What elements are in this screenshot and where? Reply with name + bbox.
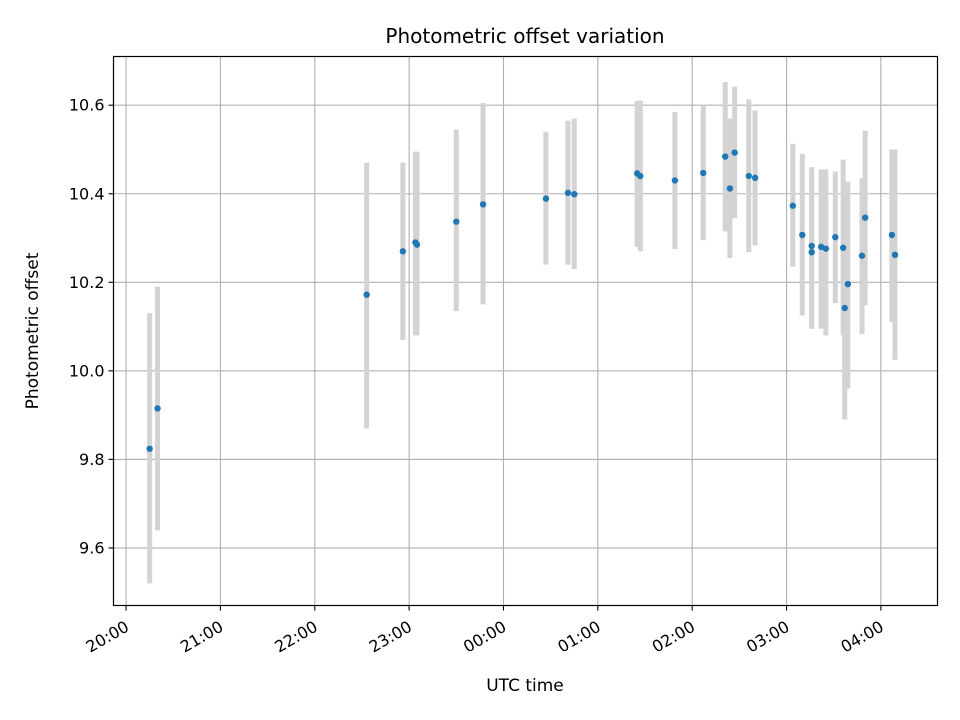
data-point bbox=[363, 291, 370, 298]
error-bars bbox=[147, 82, 898, 584]
data-point bbox=[861, 214, 869, 221]
y-tick-label: 10.4 bbox=[69, 184, 105, 203]
data-point bbox=[571, 190, 578, 198]
data-point bbox=[841, 304, 848, 312]
grid bbox=[113, 56, 938, 606]
data-point bbox=[722, 153, 729, 160]
y-tick-label: 10.0 bbox=[69, 361, 105, 380]
x-tick-label: 00:00 bbox=[460, 617, 509, 657]
data-point bbox=[453, 218, 460, 225]
y-ticks: 9.6 9.8 10.0 10.2 10.4 10.6 bbox=[69, 96, 114, 557]
plot-frame bbox=[112, 55, 939, 607]
data-point bbox=[146, 445, 153, 452]
data-point bbox=[726, 185, 734, 192]
data-point bbox=[808, 242, 815, 250]
chart-title: Photometric offset variation bbox=[385, 24, 664, 48]
data-point bbox=[671, 177, 679, 184]
data-point bbox=[745, 172, 752, 180]
data-point bbox=[789, 202, 797, 209]
data-point bbox=[751, 174, 759, 182]
x-tick-label: 04:00 bbox=[837, 617, 886, 657]
data-point bbox=[699, 169, 707, 177]
data-point bbox=[839, 244, 847, 251]
data-point bbox=[858, 252, 866, 259]
data-point bbox=[542, 195, 550, 202]
data-point bbox=[731, 149, 738, 156]
data-point bbox=[154, 405, 161, 412]
data-points bbox=[146, 149, 899, 452]
y-tick-label: 10.6 bbox=[69, 96, 105, 115]
y-axis-label: Photometric offset bbox=[23, 252, 43, 409]
data-point bbox=[413, 241, 421, 248]
data-point bbox=[844, 280, 852, 288]
data-point bbox=[891, 251, 899, 259]
data-point bbox=[564, 189, 572, 197]
x-tick-label: 01:00 bbox=[554, 617, 603, 657]
x-tick-label: 23:00 bbox=[366, 617, 415, 657]
data-point bbox=[822, 245, 830, 252]
x-tick-label: 03:00 bbox=[743, 617, 792, 657]
y-tick-label: 9.6 bbox=[79, 538, 104, 557]
data-point bbox=[637, 172, 644, 180]
x-axis-label: UTC time bbox=[486, 676, 564, 696]
y-tick-label: 10.2 bbox=[69, 273, 105, 292]
data-point bbox=[399, 248, 407, 255]
x-tick-label: 02:00 bbox=[649, 617, 698, 657]
y-tick-label: 9.8 bbox=[79, 450, 104, 469]
x-ticks: 20:00 21:00 22:00 23:00 00:00 01:00 02:00 03:00… bbox=[83, 605, 887, 657]
x-tick-label: 22:00 bbox=[271, 617, 320, 657]
data-point bbox=[479, 201, 487, 208]
data-point bbox=[799, 231, 806, 239]
data-point bbox=[888, 231, 896, 239]
x-tick-label: 20:00 bbox=[83, 617, 132, 657]
x-tick-label: 21:00 bbox=[177, 617, 226, 657]
data-point bbox=[832, 233, 839, 241]
data-point bbox=[808, 248, 815, 256]
